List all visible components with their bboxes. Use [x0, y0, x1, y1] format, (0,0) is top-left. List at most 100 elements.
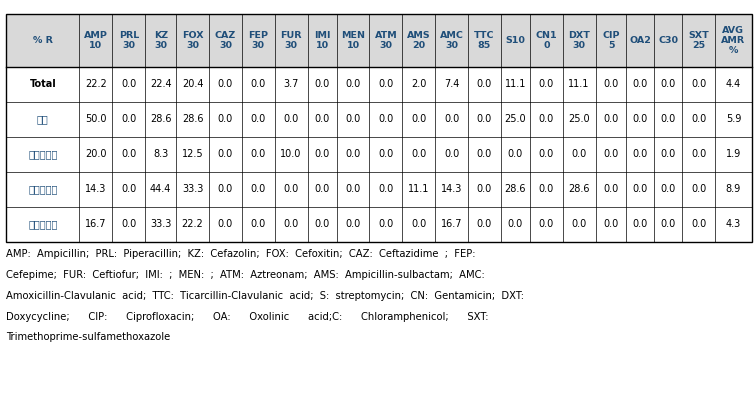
Text: 14.3: 14.3 [85, 184, 106, 194]
Text: 0.0: 0.0 [603, 220, 618, 230]
Text: 0.0: 0.0 [345, 184, 360, 194]
Text: 22.2: 22.2 [182, 220, 204, 230]
Text: 28.6: 28.6 [504, 184, 526, 194]
Bar [6, 172, 752, 207]
Text: 10.0: 10.0 [280, 149, 302, 159]
Text: 0.0: 0.0 [477, 149, 492, 159]
Text: 0.0: 0.0 [345, 149, 360, 159]
Text: 0.0: 0.0 [411, 149, 426, 159]
Text: 0.0: 0.0 [633, 149, 648, 159]
Text: 0.0: 0.0 [379, 149, 394, 159]
Text: 0.0: 0.0 [121, 79, 136, 89]
Text: 25.0: 25.0 [504, 114, 526, 124]
Text: 8.3: 8.3 [153, 149, 168, 159]
Text: 0.0: 0.0 [250, 114, 266, 124]
Text: Doxycycline;      CIP:      Ciprofloxacin;      OA:      Oxolinic      acid;C:  : Doxycycline; CIP: Ciprofloxacin; OA: Oxo… [6, 312, 489, 322]
Text: 0.0: 0.0 [691, 149, 706, 159]
Text: AMS
20: AMS 20 [407, 31, 431, 50]
Text: 22.2: 22.2 [85, 79, 107, 89]
Text: 20.4: 20.4 [182, 79, 204, 89]
Text: AMC
30: AMC 30 [440, 31, 464, 50]
Text: 0.0: 0.0 [379, 220, 394, 230]
Text: 0.0: 0.0 [218, 114, 233, 124]
Text: 0.0: 0.0 [345, 79, 360, 89]
Text: 0.0: 0.0 [250, 184, 266, 194]
Text: 0.0: 0.0 [691, 220, 706, 230]
Text: 0.0: 0.0 [633, 220, 648, 230]
Text: 22.4: 22.4 [150, 79, 171, 89]
Text: 28.6: 28.6 [182, 114, 204, 124]
Text: 0.0: 0.0 [603, 114, 618, 124]
Bar [6, 14, 752, 67]
Text: Total: Total [29, 79, 56, 89]
Text: 0.0: 0.0 [538, 220, 554, 230]
Bar [6, 207, 752, 242]
Text: 0.0: 0.0 [661, 149, 676, 159]
Text: 3.7: 3.7 [284, 79, 299, 89]
Text: 0.0: 0.0 [250, 149, 266, 159]
Text: 7.4: 7.4 [444, 79, 459, 89]
Bar [6, 14, 752, 242]
Text: 0.0: 0.0 [314, 79, 329, 89]
Text: MEN
10: MEN 10 [341, 31, 365, 50]
Text: 0.0: 0.0 [691, 79, 706, 89]
Text: 0.0: 0.0 [477, 184, 492, 194]
Text: 11.1: 11.1 [408, 184, 429, 194]
Text: 0.0: 0.0 [411, 114, 426, 124]
Text: 11.1: 11.1 [569, 79, 590, 89]
Text: 0.0: 0.0 [314, 114, 329, 124]
Text: 1.9: 1.9 [726, 149, 741, 159]
Text: 12.5: 12.5 [182, 149, 204, 159]
Text: 0.0: 0.0 [444, 149, 459, 159]
Text: 0.0: 0.0 [538, 79, 554, 89]
Text: 0.0: 0.0 [661, 79, 676, 89]
Text: 5.9: 5.9 [725, 114, 741, 124]
Text: PRL
30: PRL 30 [118, 31, 139, 50]
Text: C30: C30 [658, 36, 679, 45]
Text: 25.0: 25.0 [569, 114, 590, 124]
Text: 0.0: 0.0 [345, 114, 360, 124]
Text: 0.0: 0.0 [691, 114, 706, 124]
Text: 0.0: 0.0 [633, 114, 648, 124]
Text: Amoxicillin-Clavulanic  acid;  TTC:  Ticarcillin-Clavulanic  acid;  S:  streptom: Amoxicillin-Clavulanic acid; TTC: Ticarc… [6, 291, 524, 301]
Text: 2.0: 2.0 [411, 79, 427, 89]
Text: 28.6: 28.6 [150, 114, 171, 124]
Text: 퇴비: 퇴비 [37, 114, 48, 124]
Text: 0.0: 0.0 [218, 79, 233, 89]
Text: 0.0: 0.0 [284, 220, 299, 230]
Text: 0.0: 0.0 [507, 149, 523, 159]
Bar [6, 67, 752, 102]
Text: 0.0: 0.0 [603, 184, 618, 194]
Text: 0.0: 0.0 [538, 114, 554, 124]
Text: 0.0: 0.0 [379, 184, 394, 194]
Text: KZ
30: KZ 30 [154, 31, 167, 50]
Text: S10: S10 [505, 36, 526, 45]
Text: AMP
10: AMP 10 [84, 31, 108, 50]
Text: 33.3: 33.3 [150, 220, 171, 230]
Text: 0.0: 0.0 [121, 220, 136, 230]
Text: 재배후토양: 재배후토양 [28, 220, 57, 230]
Text: 0.0: 0.0 [538, 149, 554, 159]
Text: 0.0: 0.0 [314, 149, 329, 159]
Text: ATM
30: ATM 30 [375, 31, 397, 50]
Text: 시비전토양: 시비전토양 [28, 149, 57, 159]
Text: 16.7: 16.7 [441, 220, 462, 230]
Text: CN1
0: CN1 0 [535, 31, 557, 50]
Text: 0.0: 0.0 [572, 149, 587, 159]
Bar [6, 102, 752, 137]
Text: 0.0: 0.0 [661, 184, 676, 194]
Text: 0.0: 0.0 [538, 184, 554, 194]
Text: 14.3: 14.3 [441, 184, 462, 194]
Bar [6, 137, 752, 172]
Text: 11.1: 11.1 [504, 79, 526, 89]
Text: 0.0: 0.0 [379, 114, 394, 124]
Text: 0.0: 0.0 [603, 149, 618, 159]
Text: AMP:  Ampicillin;  PRL:  Piperacillin;  KZ:  Cefazolin;  FOX:  Cefoxitin;  CAZ: : AMP: Ampicillin; PRL: Piperacillin; KZ: … [6, 249, 476, 259]
Text: 0.0: 0.0 [633, 184, 648, 194]
Text: 0.0: 0.0 [411, 220, 426, 230]
Text: FUR
30: FUR 30 [280, 31, 302, 50]
Text: AVG
AMR
%: AVG AMR % [722, 26, 746, 55]
Text: CAZ
30: CAZ 30 [215, 31, 236, 50]
Text: 50.0: 50.0 [85, 114, 106, 124]
Text: CIP
5: CIP 5 [602, 31, 620, 50]
